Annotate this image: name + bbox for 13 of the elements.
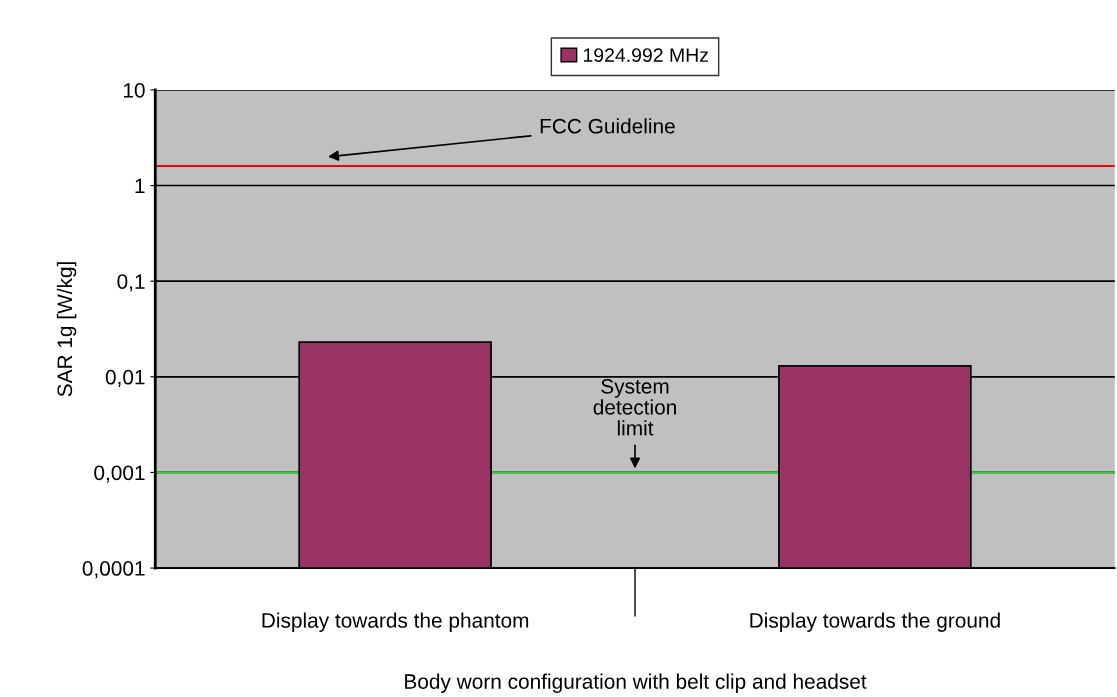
x-tick-label: Display towards the ground: [750, 612, 1000, 632]
x-axis-title: Body worn configuration with belt clip and headset: [405, 673, 867, 694]
ref-line-label: FCC Guideline: [540, 118, 675, 134]
y-tick-label: 0,01: [105, 369, 145, 388]
x-tick-label: Display towards the phantom: [262, 612, 529, 632]
y-tick-label: 0,001: [94, 465, 145, 483]
y-tick-label: 10: [123, 82, 145, 98]
y-tick-label: 0,1: [117, 274, 145, 292]
y-axis-title: SAR 1g [W/kg]: [56, 262, 77, 397]
y-tick-label: 1: [135, 178, 145, 194]
legend-label: 1924.992 MHz: [583, 48, 708, 62]
y-tick-label: 0,0001: [82, 561, 145, 579]
ref-line-label: System detection limit: [593, 378, 676, 436]
